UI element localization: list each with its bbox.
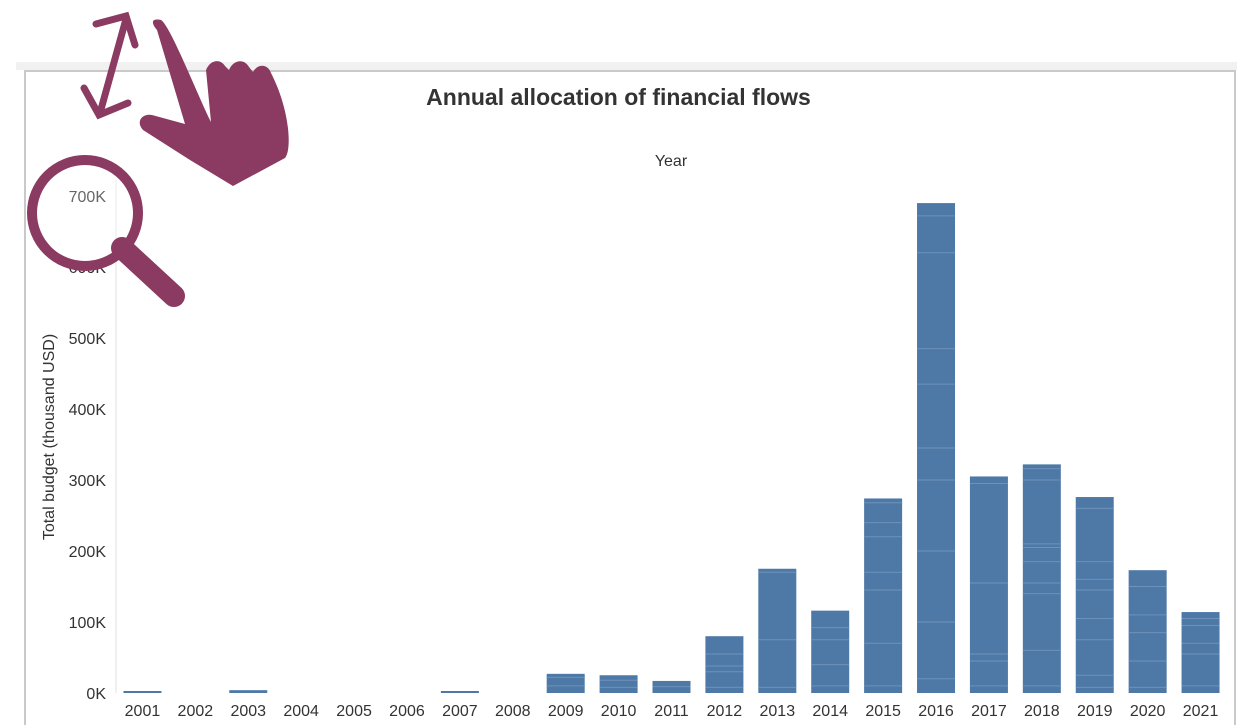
bar-2021[interactable] — [1181, 612, 1220, 693]
x-tick-label: 2002 — [178, 703, 214, 720]
y-tick-label: 700K — [69, 189, 107, 206]
x-tick-label: 2014 — [812, 703, 848, 720]
y-tick-label: 600K — [69, 260, 107, 277]
bar-2015[interactable] — [864, 498, 903, 693]
x-tick-label: 2006 — [389, 703, 425, 720]
x-tick-label: 2001 — [125, 703, 161, 720]
bar-2010[interactable] — [599, 675, 638, 693]
bar-2019[interactable] — [1075, 497, 1114, 693]
bar-2007[interactable] — [440, 691, 479, 693]
bar-rect[interactable] — [758, 568, 797, 693]
y-tick-label: 500K — [69, 331, 107, 348]
bar-rect[interactable] — [1022, 464, 1061, 693]
x-tick-label: 2021 — [1183, 703, 1219, 720]
x-tick-label: 2005 — [336, 703, 372, 720]
y-axis-label: Total budget (thousand USD) — [41, 334, 58, 540]
chart-title: Annual allocation of financial flows — [426, 84, 811, 110]
y-tick-label: 400K — [69, 402, 107, 419]
bar-2009[interactable] — [546, 673, 585, 693]
x-tick-label: 2007 — [442, 703, 478, 720]
x-tick-label: 2020 — [1130, 703, 1166, 720]
bar-2013[interactable] — [758, 568, 797, 693]
bar-2018[interactable] — [1022, 464, 1061, 693]
x-tick-label: 2010 — [601, 703, 637, 720]
bar-rect[interactable] — [440, 691, 479, 693]
x-tick-label: 2015 — [865, 703, 901, 720]
x-tick-label: 2003 — [230, 703, 266, 720]
x-tick-label: 2013 — [760, 703, 796, 720]
bar-rect[interactable] — [969, 476, 1008, 693]
y-tick-label: 0K — [86, 686, 106, 703]
y-tick-label: 100K — [69, 615, 107, 632]
bar-rect[interactable] — [1075, 497, 1114, 693]
bar-rect[interactable] — [599, 675, 638, 693]
bar-2014[interactable] — [811, 610, 850, 693]
x-tick-label: 2012 — [707, 703, 743, 720]
bar-rect[interactable] — [864, 498, 903, 693]
y-axis: 0K 100K 200K 300K 400K 500K 600K 700K — [69, 189, 107, 703]
bar-rect[interactable] — [229, 690, 268, 693]
x-tick-label: 2004 — [283, 703, 319, 720]
x-tick-label: 2009 — [548, 703, 584, 720]
column-header: Year — [654, 153, 688, 170]
x-tick-label: 2016 — [918, 703, 954, 720]
y-tick-label: 300K — [69, 473, 107, 490]
bar-rect[interactable] — [1181, 612, 1220, 693]
x-tick-label: 2008 — [495, 703, 531, 720]
bar-rect[interactable] — [123, 691, 162, 693]
bar-2020[interactable] — [1128, 570, 1167, 693]
y-tick-label: 200K — [69, 544, 107, 561]
bar-rect[interactable] — [705, 636, 744, 693]
x-tick-label: 2019 — [1077, 703, 1113, 720]
bar-rect[interactable] — [546, 673, 585, 693]
bar-2011[interactable] — [652, 680, 691, 693]
x-tick-label: 2011 — [654, 703, 689, 720]
bar-rect[interactable] — [811, 610, 850, 693]
x-tick-label: 2018 — [1024, 703, 1060, 720]
bar-2017[interactable] — [969, 476, 1008, 693]
x-tick-label: 2017 — [971, 703, 1007, 720]
bars-group — [123, 203, 1220, 693]
bar-rect[interactable] — [1128, 570, 1167, 693]
dashboard-frame — [16, 62, 1237, 70]
bar-2001[interactable] — [123, 691, 162, 693]
bar-2016[interactable] — [917, 203, 956, 693]
bar-2012[interactable] — [705, 636, 744, 693]
x-axis: 2001 2002 2003 2004 2005 2006 2007 2008 2009 2010… — [125, 703, 1219, 720]
bar-2003[interactable] — [229, 690, 268, 693]
